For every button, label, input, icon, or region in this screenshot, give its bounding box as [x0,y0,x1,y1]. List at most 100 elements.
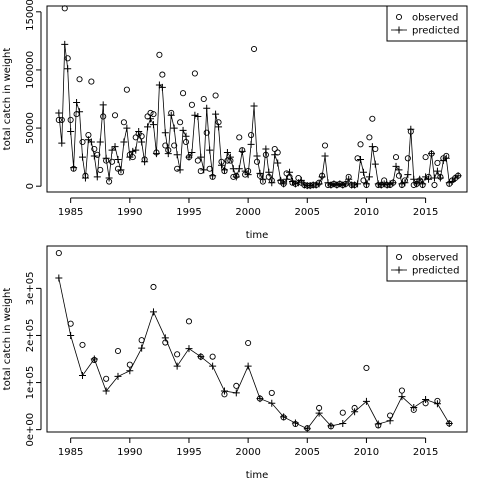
legend-observed-label: observed [412,253,458,264]
predicted-point [339,420,347,428]
predicted-point [244,171,252,179]
observed-point [174,351,181,358]
observed-point [268,389,275,396]
observed-point [392,154,400,161]
y-tick-label: 2e+05 [25,319,36,353]
legend-observed-label: observed [412,13,458,24]
predicted-point [433,400,441,408]
predicted-point [436,174,444,182]
observed-point [369,115,376,122]
y-tick-label: 150000 [25,0,36,31]
predicted-point [185,153,193,161]
y-tick-label: 50000 [25,112,36,144]
predicted-point [300,181,308,189]
x-tick-label: 2015 [413,207,438,218]
predicted-point [380,180,388,188]
x-tick-label: 1990 [117,207,142,218]
predicted-point [197,153,205,161]
predicted-point [108,146,116,154]
predicted-point [102,387,110,395]
predicted-point [218,161,226,169]
observed-point [126,361,133,368]
predicted-point [445,420,453,428]
predicted-point [253,152,261,160]
predicted-point [454,172,462,180]
predicted-point [268,179,276,187]
observed-point [55,250,62,257]
bottom-chart-panel: 1985 1990 1995 2000 2005 2010 2015 0e+00 1e+05 2e… [2,245,468,480]
observed-point [200,95,207,103]
predicted-point [445,179,453,187]
predicted-point [220,387,228,395]
predicted-point [401,179,409,187]
predicted-point [345,175,353,183]
observed-point [177,119,184,126]
observed-point [363,364,370,372]
observed-point [79,138,86,146]
observed-point [114,347,122,355]
predicted-point [173,151,181,159]
predicted-point [176,166,184,174]
predicted-point [321,152,329,160]
predicted-point [306,182,314,190]
observed-point [404,155,411,162]
x-axis-label: time [246,470,269,480]
predicted-point [96,138,104,146]
predicted-point [90,355,98,363]
predicted-point [336,180,344,188]
predicted-point [135,128,143,136]
x-tick-label: 2005 [295,207,320,218]
y-axis-label: total catch in weight [2,48,13,151]
legend-predicted-marker [395,26,403,34]
predicted-point [105,174,113,182]
predicted-point [315,409,323,417]
predicted-point [111,143,119,151]
predicted-point [232,173,240,181]
predicted-point [203,104,211,112]
predicted-point [416,175,424,183]
predicted-point [428,150,436,158]
predicted-point [191,111,199,119]
observed-point [434,159,441,166]
predicted-point [268,399,276,407]
observed-point [100,113,107,120]
predicted-point [419,180,427,188]
predicted-point [291,180,299,188]
predicted-point [90,152,98,160]
observed-point [88,78,95,85]
predicted-point [357,155,365,163]
predicted-point [209,172,217,180]
legend-predicted-label: predicted [412,266,459,277]
observed-point [203,129,210,136]
predicted-point [78,371,86,379]
predicted-point [247,140,255,148]
predicted-point [167,111,175,119]
predicted-point [55,274,63,282]
plot-frame [46,5,468,193]
predicted-point [244,362,252,370]
predicted-point [274,159,282,167]
predicted-point [147,115,155,123]
x-tick-label: 2010 [354,447,379,458]
y-axis-label: total catch in weight [2,288,13,391]
x-tick-label: 2000 [235,447,260,458]
legend-predicted-marker [395,266,403,274]
predicted-point [333,181,341,189]
predicted-point [126,367,134,375]
predicted-point [144,123,152,131]
predicted-point [280,180,288,188]
predicted-point [212,110,220,118]
y-tick-label: 1e+05 [25,366,36,400]
predicted-point [374,420,382,428]
predicted-point [425,175,433,183]
predicted-point [303,425,311,433]
predicted-point [392,162,400,170]
predicted-point [354,180,362,188]
predicted-point [280,413,288,421]
y-tick-label: 3e+05 [25,272,36,306]
x-axis-label: time [246,230,269,241]
predicted-point [152,150,160,158]
observed-point [61,5,68,12]
predicted-point [327,181,335,189]
plot-frame [46,245,468,433]
